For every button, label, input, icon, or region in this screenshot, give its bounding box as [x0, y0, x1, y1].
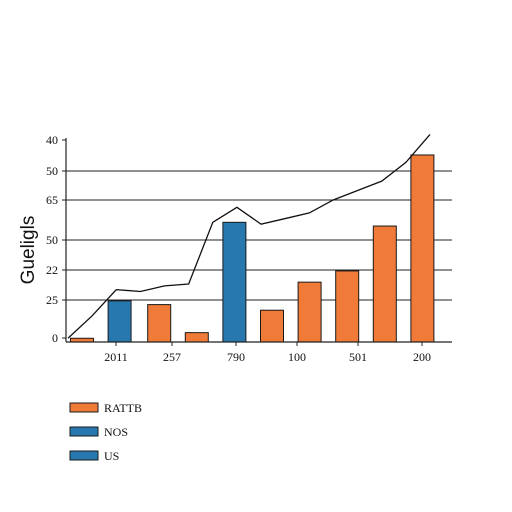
y-tick-label: 0	[52, 331, 58, 345]
y-tick-label: 40	[46, 133, 58, 147]
y-tick-label: 25	[46, 293, 58, 307]
bars	[70, 154, 435, 343]
x-tick-label: 257	[163, 350, 181, 364]
bar-rattb-9	[410, 154, 435, 343]
legend-label: NOS	[104, 425, 128, 439]
y-tick-label: 50	[46, 233, 58, 247]
trend-line-group	[67, 133, 431, 339]
x-tick-label: 200	[413, 350, 431, 364]
x-tick-labels: 2011 257 790 100 501 200	[104, 342, 431, 364]
y-tick-label: 22	[46, 263, 58, 277]
x-tick-label: 100	[288, 350, 306, 364]
y-tick-label: 65	[46, 193, 58, 207]
bar-nos-4	[222, 221, 247, 343]
y-tick-labels: 40 50 65 50 22 25 0	[46, 133, 58, 345]
bar-rattb-7	[335, 270, 360, 343]
trend-line	[67, 133, 431, 339]
legend: RATTB NOS US	[69, 401, 142, 463]
legend-swatch	[69, 426, 99, 437]
x-tick-label: 2011	[104, 350, 128, 364]
legend-swatch	[69, 450, 99, 461]
bar-rattb-3	[184, 332, 209, 343]
legend-swatch	[69, 402, 99, 413]
bar-rattb-6	[297, 281, 322, 343]
axes	[65, 138, 452, 343]
y-tick-label: 50	[46, 164, 58, 178]
bar-rattb-2	[147, 304, 172, 343]
legend-label: RATTB	[104, 401, 142, 415]
bar-rattb-5	[260, 309, 284, 343]
bar-rattb-8	[372, 225, 397, 343]
legend-label: US	[104, 449, 119, 463]
x-tick-label: 790	[227, 350, 245, 364]
y-axis-label: Gueligls	[18, 216, 39, 285]
x-tick-label: 501	[349, 350, 367, 364]
bar-nos-1	[107, 300, 132, 343]
